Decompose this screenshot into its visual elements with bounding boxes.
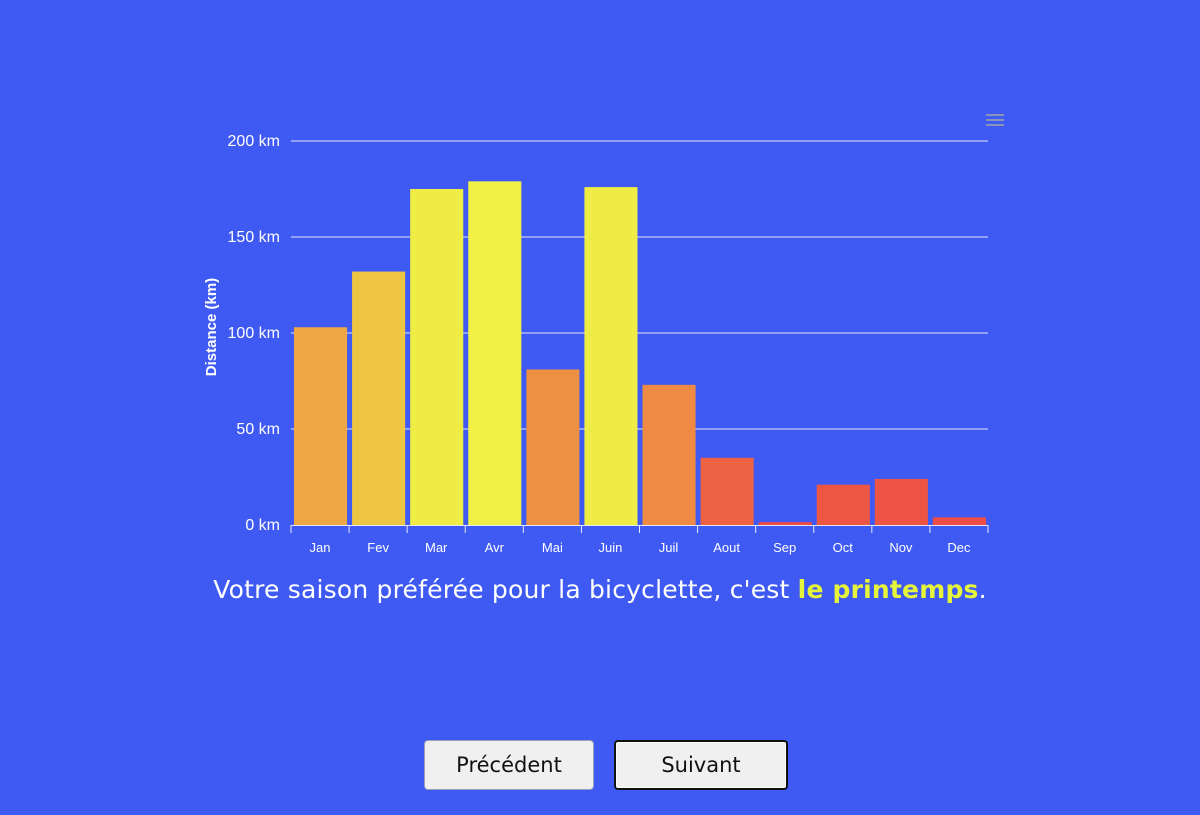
bar-oct[interactable] [816,484,870,525]
x-tick-label: Avr [485,540,505,555]
bar-mar[interactable] [410,189,464,525]
bar-fev[interactable] [352,271,406,525]
bar-avr[interactable] [468,181,522,525]
caption-prefix: Votre saison préférée pour la bicyclette… [213,575,798,604]
bar-jan[interactable] [294,327,348,525]
x-axis [290,525,989,533]
y-tick-label: 200 km [228,133,280,150]
x-tick-label: Juil [659,540,679,555]
x-tick-label: Nov [889,540,913,555]
x-tick-label: Sep [773,540,796,555]
x-tick-label: Mai [542,540,563,555]
caption-suffix: . [978,575,987,604]
x-tick-label: Aout [713,540,740,555]
x-tick-label: Mar [425,540,448,555]
x-tick-label: Fev [367,540,389,555]
bar-nov[interactable] [874,478,928,525]
previous-button[interactable]: Précédent [424,740,594,790]
y-tick-label: 50 km [236,421,280,438]
bar-aout[interactable] [700,457,754,525]
x-tick-label: Juin [599,540,623,555]
season-caption: Votre saison préférée pour la bicyclette… [0,575,1200,604]
bars [294,181,986,525]
bar-chart: 0 km 50 km 100 km 150 km 200 km Jan Fev Mar Avr M… [203,133,989,555]
caption-highlight: le printemps [797,575,979,604]
x-tick-label: Jan [310,540,331,555]
bar-juin[interactable] [584,187,638,525]
y-axis-title: Distance (km) [203,278,220,376]
bar-juil[interactable] [642,384,696,525]
y-tick-label: 100 km [228,325,280,342]
x-tick-label: Dec [947,540,971,555]
bar-sep[interactable] [758,522,812,525]
hamburger-menu-icon[interactable] [986,114,1004,128]
x-tick-label: Oct [833,540,854,555]
y-tick-label: 150 km [228,229,280,246]
axis-labels: 0 km 50 km 100 km 150 km 200 km Jan Fev Mar Avr M… [228,133,971,555]
next-button[interactable]: Suivant [614,740,788,790]
grid-lines [291,140,988,430]
y-tick-label: 0 km [245,517,280,534]
bar-dec[interactable] [932,517,986,525]
bar-mai[interactable] [526,369,580,525]
